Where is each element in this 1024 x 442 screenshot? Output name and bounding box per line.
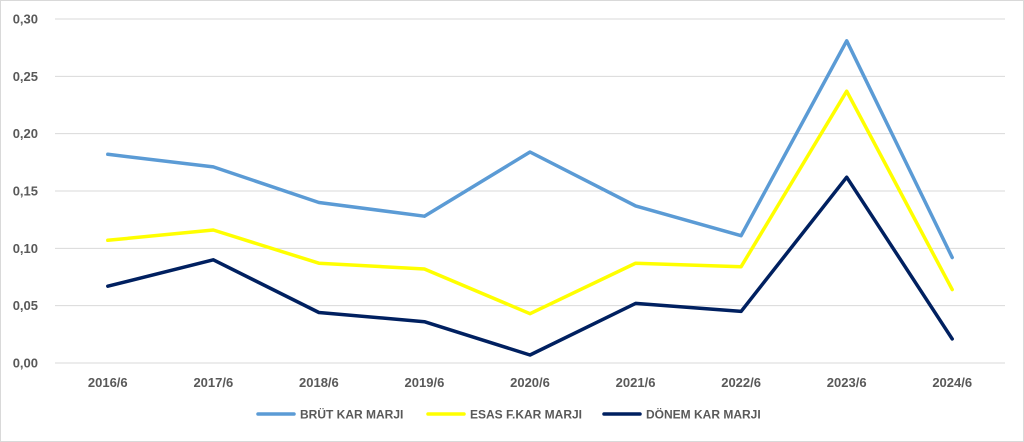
y-tick-label: 0,30 [13,12,38,27]
series-line [106,89,954,316]
y-axis-ticks: 0,00 0,05 0,10 0,15 0,20 0,25 0,30 [13,12,38,371]
y-tick-label: 0,15 [13,184,38,199]
x-axis-ticks: 2016/6 2017/6 2018/6 2019/6 2020/6 2021/6 2022… [88,375,972,390]
x-tick-label: 2022/6 [721,375,761,390]
x-tick-label: 2024/6 [932,375,972,390]
x-tick-label: 2023/6 [827,375,867,390]
legend-label: ESAS F.KAR MARJI [470,408,582,422]
grid-lines [55,18,1005,364]
y-tick-label: 0,20 [13,126,38,141]
series-lines [106,39,954,357]
x-tick-label: 2016/6 [88,375,128,390]
y-tick-label: 0,00 [13,356,38,371]
x-tick-label: 2018/6 [299,375,339,390]
series-line [106,175,954,357]
y-tick-label: 0,05 [13,298,38,313]
x-tick-label: 2019/6 [405,375,445,390]
y-tick-label: 0,10 [13,241,38,256]
legend-label: BRÜT KAR MARJI [300,407,403,422]
legend-label: DÖNEM KAR MARJI [646,407,761,422]
legend: BRÜT KAR MARJI ESAS F.KAR MARJI DÖNEM KAR … [256,407,761,422]
x-tick-label: 2017/6 [193,375,233,390]
x-tick-label: 2020/6 [510,375,550,390]
series-line [106,39,954,260]
y-tick-label: 0,25 [13,69,38,84]
x-tick-label: 2021/6 [616,375,656,390]
